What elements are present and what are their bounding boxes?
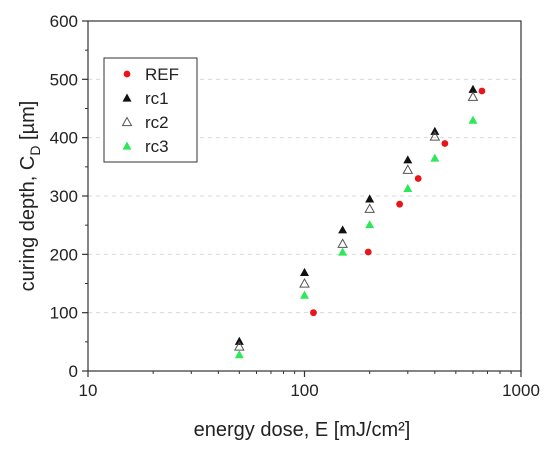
legend-label-rc2: rc2 — [145, 113, 169, 132]
y-tick-label: 600 — [50, 12, 78, 31]
y-axis-title: curing depth, CD [µm] — [17, 101, 43, 292]
y-axis-title-unit: [µm] — [17, 101, 39, 146]
data-point-rc1 — [365, 194, 375, 203]
data-point-rc2 — [337, 238, 348, 248]
series-rc2 — [233, 91, 479, 351]
y-tick-label: 0 — [69, 362, 78, 381]
legend-marker-rc2 — [121, 116, 133, 127]
data-point-REF — [310, 309, 317, 317]
data-point-rc3 — [338, 247, 348, 256]
data-point-rc1 — [430, 126, 440, 135]
data-point-rc1 — [468, 84, 478, 93]
data-point-rc3 — [300, 290, 309, 299]
data-point-REF — [478, 87, 486, 95]
data-point-rc1 — [403, 155, 413, 164]
data-point-rc3 — [468, 115, 478, 124]
data-point-rc2 — [402, 164, 414, 174]
legend-label-REF: REF — [145, 65, 179, 84]
legend-marker-rc3 — [122, 141, 132, 150]
data-points — [233, 84, 486, 359]
data-point-rc3 — [403, 183, 413, 193]
legend: REF rc1 rc2 rc3 — [103, 57, 198, 163]
data-point-rc2 — [467, 91, 479, 101]
y-tick-label: 200 — [50, 245, 78, 264]
legend-box — [103, 57, 198, 163]
axis-ticks: 0 100 200 300 400 500 600 10 100 1000 — [50, 12, 540, 400]
data-point-REF — [441, 140, 449, 147]
data-point-REF — [414, 175, 422, 182]
data-point-rc1 — [234, 336, 244, 345]
data-point-rc3 — [234, 350, 244, 359]
x-tick-label: 10 — [79, 381, 98, 400]
series-REF — [310, 87, 486, 317]
data-point-rc2 — [299, 277, 310, 288]
x-tick-label: 100 — [290, 381, 318, 400]
series-rc3 — [234, 115, 478, 359]
data-point-REF — [364, 248, 372, 256]
data-point-rc2 — [429, 130, 441, 141]
data-point-rc2 — [364, 203, 376, 213]
y-tick-label: 100 — [50, 304, 78, 323]
legend-label-rc3: rc3 — [145, 137, 169, 156]
data-point-rc1 — [338, 225, 348, 234]
data-point-REF — [396, 200, 404, 208]
y-axis-title-subscript: D — [27, 146, 43, 156]
y-tick-label: 300 — [50, 187, 78, 206]
data-point-rc2 — [233, 340, 245, 351]
x-tick-label: 1000 — [502, 381, 540, 400]
y-axis-title-main: curing depth, C — [17, 156, 39, 292]
legend-marker-REF — [123, 70, 131, 78]
data-point-rc3 — [365, 220, 375, 229]
legend-label-rc1: rc1 — [145, 89, 169, 108]
series-rc1 — [234, 84, 478, 345]
legend-items: REF rc1 rc2 rc3 — [121, 65, 179, 156]
data-point-rc3 — [430, 153, 440, 162]
y-tick-label: 500 — [50, 70, 78, 89]
x-axis-title: energy dose, E [mJ/cm²] — [194, 419, 411, 441]
y-tick-label: 400 — [50, 129, 78, 148]
legend-marker-rc1 — [122, 93, 132, 102]
data-point-rc1 — [300, 267, 309, 277]
